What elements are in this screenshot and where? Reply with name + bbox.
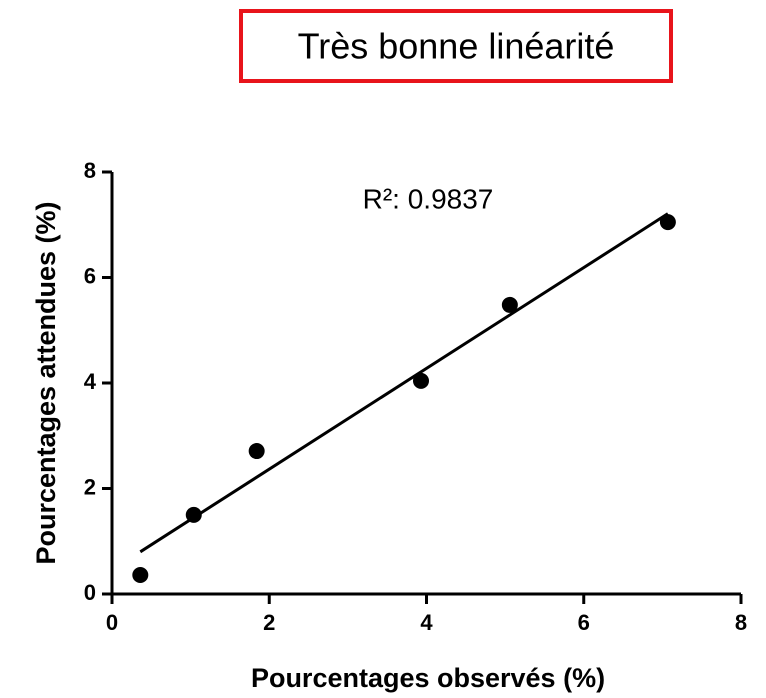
point [132,567,149,584]
chart-title: Très bonne linéarité [298,26,615,67]
point [185,506,202,523]
x-tick-label: 2 [263,610,275,635]
point [248,443,265,460]
x-tick-label: 8 [735,610,747,635]
x-tick-label: 4 [420,610,433,635]
annotation: R²: 0.9837 [363,183,494,214]
y-axis-label: Pourcentages attendues (%) [31,201,61,564]
x-tick-label: 6 [578,610,590,635]
trendline [139,212,669,554]
point [412,372,429,389]
x-axis-label: Pourcentages observés (%) [251,663,605,693]
y-tick-label: 2 [84,474,96,499]
point [501,296,518,313]
y-tick-label: 0 [84,580,96,605]
title-box [239,9,673,83]
y-tick-label: 8 [84,158,96,183]
y-tick-label: 4 [84,369,97,394]
x-tick-label: 0 [106,610,118,635]
y-tick-label: 6 [84,263,96,288]
point [659,214,676,231]
